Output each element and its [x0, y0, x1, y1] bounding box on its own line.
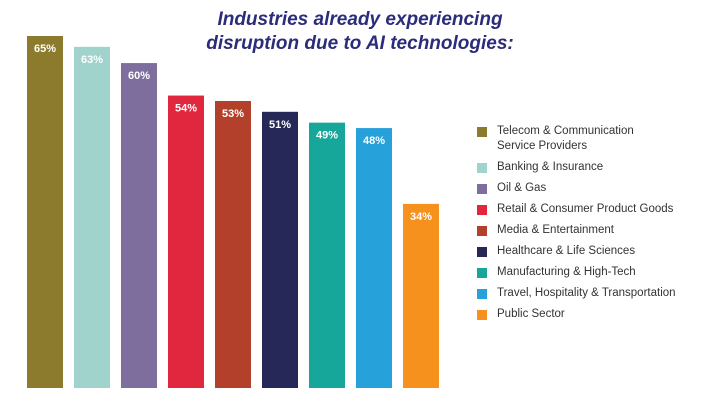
- data-label-2: 63%: [81, 54, 103, 66]
- bar-6: [262, 111, 298, 389]
- legend-item-9: Public Sector: [477, 307, 717, 322]
- bar-chart: 65% 63% 60% 54% 53% 51% 49% 48% 34%: [27, 36, 439, 389]
- legend-swatch-9: [477, 310, 487, 320]
- legend-label-9-line-1: Public Sector: [497, 308, 565, 320]
- legend-label-1-line-2: Service Providers: [497, 140, 588, 152]
- bar-7: [309, 122, 345, 389]
- legend-label-3-line-1: Oil & Gas: [497, 182, 547, 194]
- data-label-5: 53%: [222, 108, 244, 120]
- legend-swatch-4: [477, 205, 487, 215]
- data-label-8: 48%: [363, 135, 385, 147]
- data-label-4: 54%: [175, 103, 197, 115]
- legend-label-8-line-1: Travel, Hospitality & Transportation: [497, 287, 676, 299]
- legend-swatch-3: [477, 184, 487, 194]
- legend-label-1-line-1: Telecom & Communication: [497, 125, 634, 137]
- chart-title: Industries already experiencing disrupti…: [150, 8, 570, 56]
- legend-label-5-line-1: Media & Entertainment: [497, 224, 614, 236]
- data-label-3: 60%: [128, 70, 150, 82]
- bar-1: [27, 36, 63, 388]
- legend-item-5: Media & Entertainment: [477, 223, 717, 238]
- legend-item-4: Retail & Consumer Product Goods: [477, 202, 717, 217]
- bar-8: [356, 128, 392, 389]
- legend-swatch-6: [477, 247, 487, 257]
- data-label-7: 49%: [316, 130, 338, 142]
- legend-item-8: Travel, Hospitality & Transportation: [477, 286, 717, 301]
- bar-9: [403, 203, 439, 388]
- legend-item-7: Manufacturing & High-Tech: [477, 265, 717, 280]
- legend-item-6: Healthcare & Life Sciences: [477, 244, 717, 259]
- legend-label-2-line-1: Banking & Insurance: [497, 161, 604, 173]
- legend-swatch-8: [477, 289, 487, 299]
- legend-item-3: Oil & Gas: [477, 181, 717, 196]
- data-label-9: 34%: [410, 211, 432, 223]
- chart-title-line-2: disruption due to AI technologies:: [206, 33, 514, 54]
- chart-legend: Telecom & Communication Service Providers…: [477, 124, 717, 328]
- data-label-1: 65%: [34, 43, 56, 55]
- bar-3: [121, 63, 157, 388]
- chart-title-line-1: Industries already experiencing: [217, 9, 503, 30]
- legend-item-2: Banking & Insurance: [477, 160, 717, 175]
- legend-item-1: Telecom & Communication Service Providers: [477, 124, 717, 154]
- legend-swatch-5: [477, 226, 487, 236]
- bar-4: [168, 95, 204, 389]
- bar-5: [215, 100, 251, 388]
- data-label-6: 51%: [269, 119, 291, 131]
- legend-swatch-7: [477, 268, 487, 278]
- legend-label-6-line-1: Healthcare & Life Sciences: [497, 245, 636, 257]
- legend-label-7-line-1: Manufacturing & High-Tech: [497, 266, 636, 278]
- legend-swatch-2: [477, 163, 487, 173]
- bar-2: [74, 46, 110, 388]
- legend-label-4-line-1: Retail & Consumer Product Goods: [497, 203, 674, 215]
- legend-swatch-1: [477, 127, 487, 137]
